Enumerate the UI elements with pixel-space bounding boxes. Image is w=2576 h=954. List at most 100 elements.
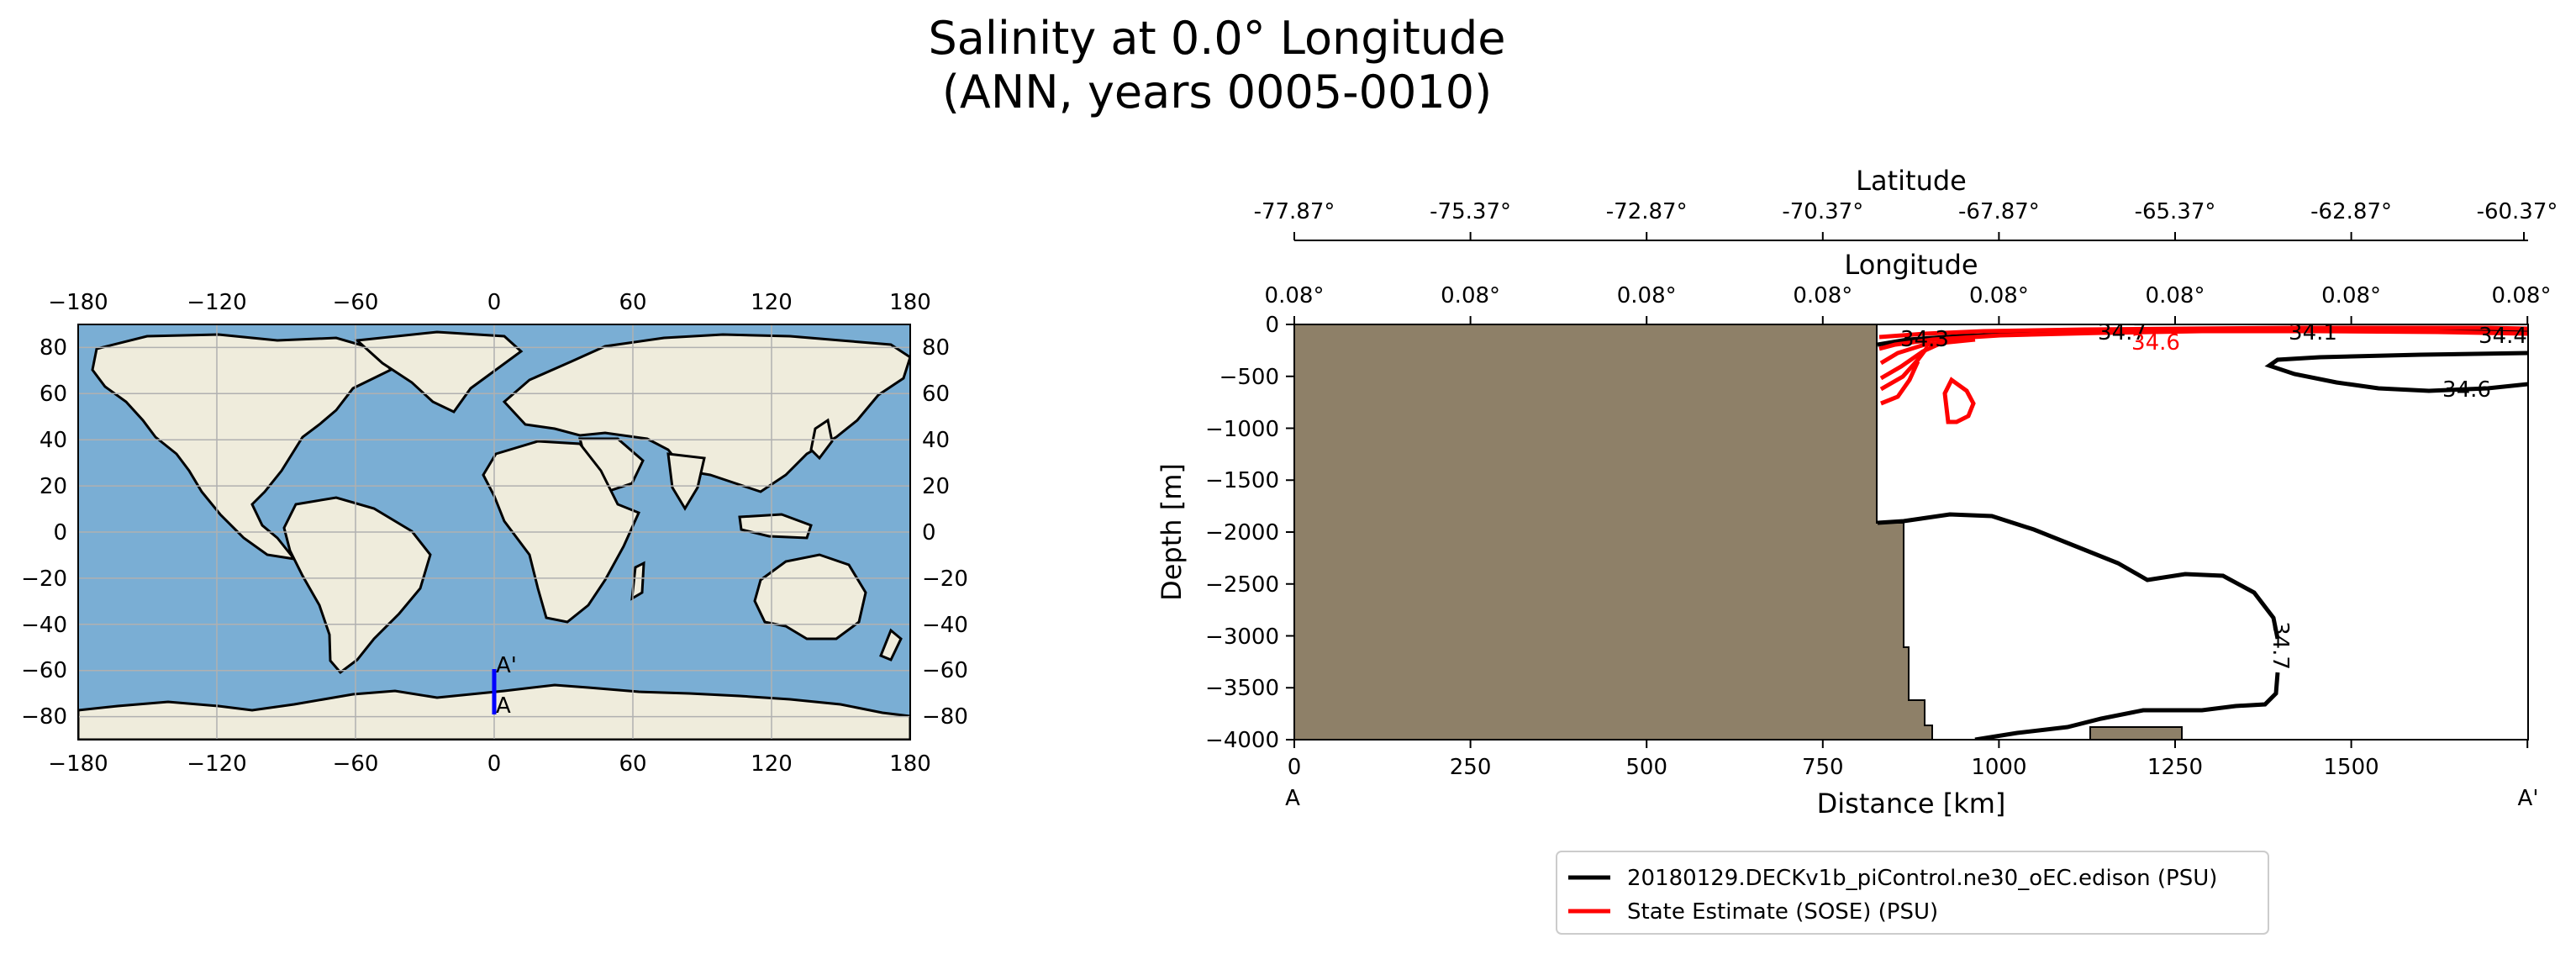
map-lon-tick: 180 [889, 751, 931, 777]
x-tick-label: 1500 [2324, 755, 2379, 780]
top-axis-latitude-label: Latitude [1856, 165, 1967, 197]
obs-contours [1878, 325, 2528, 424]
y-tick-label: −4000 [1205, 728, 1279, 753]
section-y-ticks [1286, 324, 1294, 741]
map-lat-tick: 80 [922, 335, 950, 361]
obs-contour-4 [1879, 340, 1943, 381]
x-tick-label: 0 [1288, 755, 1302, 780]
lat-tick-label: -75.37° [1430, 199, 1511, 224]
map-lat-tick: 60 [922, 382, 950, 407]
y-tick-label: −3500 [1205, 676, 1279, 701]
obs-contour-bubble [1942, 377, 1976, 424]
legend-box [1556, 851, 2269, 935]
contour-label-model-34.6: 34.6 [2442, 377, 2491, 403]
map-transect-end-label: A' [496, 653, 517, 678]
legend-label-obs: State Estimate (SOSE) (PSU) [1627, 899, 1938, 925]
y-tick-label: −3000 [1205, 625, 1279, 650]
lon-tick-label: 0.08° [1617, 283, 1677, 308]
map-lat-tick: 60 [40, 382, 67, 407]
map-lat-tick: −60 [21, 658, 67, 683]
model-contour-34.7-upper [1877, 512, 2280, 640]
map-lon-tick: 180 [889, 290, 931, 315]
map-lat-tick: 0 [53, 520, 67, 546]
model-contour-34.7-lower [1974, 672, 2280, 740]
land-australia [753, 553, 867, 640]
y-tick-label: −1500 [1205, 468, 1279, 493]
contour-label-obs-34.6: 34.6 [2131, 330, 2180, 356]
x-tick-label: 500 [1625, 755, 1667, 780]
land-eurasia [502, 333, 910, 493]
map-lat-tick: −20 [21, 567, 67, 592]
figure-title-line2: (ANN, years 0005-0010) [942, 66, 1492, 119]
y-axis-label: Depth [m] [1156, 463, 1188, 601]
map-lat-tick: −80 [21, 704, 67, 730]
y-tick-label: −1000 [1205, 417, 1279, 442]
obs-contour-2 [1878, 329, 2528, 351]
section-land-seamount [2089, 726, 2183, 740]
x-start-label: A [1285, 786, 1300, 811]
top-axis-longitude-label: Longitude [1844, 249, 1978, 281]
map-lon-tick: −180 [48, 290, 108, 315]
lat-tick-label: -70.37° [1782, 199, 1863, 224]
map-lon-tick: 120 [751, 290, 793, 315]
map-lat-tick: −80 [922, 704, 968, 730]
contour-label-model-34.3: 34.3 [1900, 327, 1949, 352]
y-tick-label: −2500 [1205, 572, 1279, 598]
map-lon-tick: −60 [333, 290, 379, 315]
x-axis-label: Distance [km] [1817, 788, 2006, 820]
lat-tick-label: -65.37° [2135, 199, 2216, 224]
model-contour-34.6 [2264, 351, 2528, 393]
map-lat-tick: 80 [40, 335, 67, 361]
legend-label-model: 20180129.DECKv1b_piControl.ne30_oEC.edis… [1627, 866, 2217, 891]
lat-tick-label: -72.87° [1606, 199, 1688, 224]
lon-tick-label: 0.08° [2321, 283, 2381, 308]
map-lat-tick: 20 [922, 474, 950, 499]
land-new-zealand [879, 628, 903, 661]
obs-contour-5 [1879, 345, 1930, 392]
top-axis-latitude-ticks [1293, 232, 2525, 240]
x-tick-label: 1000 [1971, 755, 2026, 780]
section-panel: 34.3 34.7 34.6 34.1 34.4 34.6 34.7 0 250… [1156, 165, 2558, 820]
map-lon-tick: 120 [751, 751, 793, 777]
map-lat-tick: −40 [21, 613, 67, 638]
contour-label-model-34.7-top: 34.7 [2098, 320, 2147, 345]
obs-contour-3 [1879, 337, 1976, 366]
obs-contour-1 [1878, 325, 2528, 340]
contour-label-model-34.1: 34.1 [2289, 320, 2337, 345]
map-lat-ticks-left: 80 60 40 20 0 −20 −40 −60 −80 [21, 335, 67, 730]
map-gridlines [78, 324, 910, 740]
map-lat-tick: 20 [40, 474, 67, 499]
map-transect-start-label: A [496, 693, 511, 719]
map-lat-tick: 0 [922, 520, 936, 546]
section-land-shelf [1294, 324, 1933, 740]
x-tick-label: 1250 [2147, 755, 2203, 780]
map-lon-tick: 0 [487, 751, 502, 777]
lat-tick-label: -62.87° [2310, 199, 2392, 224]
map-frame [77, 324, 911, 741]
land-india [666, 452, 706, 511]
y-tick-label: −2000 [1205, 520, 1279, 546]
section-x-ticks [1293, 740, 2529, 748]
lat-tick-label: -67.87° [1958, 199, 2040, 224]
map-lon-tick: −120 [187, 290, 246, 315]
map-lat-ticks-right: 80 60 40 20 0 −20 −40 −60 −80 [922, 335, 968, 730]
map-lat-tick: −60 [922, 658, 968, 683]
map-lon-ticks-bottom: −180 −120 −60 0 60 120 180 [48, 751, 931, 777]
lon-tick-label: 0.08° [1969, 283, 2029, 308]
map-lat-tick: 40 [922, 428, 950, 453]
y-tick-label: 0 [1265, 313, 1279, 338]
contour-label-model-34.7: 34.7 [2268, 621, 2293, 670]
lon-tick-label: 0.08° [1441, 283, 1500, 308]
lon-tick-label: 0.08° [2146, 283, 2205, 308]
obs-contour-6 [1880, 360, 1920, 406]
lat-tick-label: -77.87° [1254, 199, 1335, 224]
land-greenland [354, 330, 524, 414]
land-south-america [282, 496, 432, 675]
x-tick-label: 250 [1450, 755, 1492, 780]
map-lon-ticks-top: −180 −120 −60 0 60 120 180 [48, 290, 931, 315]
lon-tick-label: 0.08° [1265, 283, 1325, 308]
map-lon-tick: −120 [187, 751, 246, 777]
lon-tick-label: 0.08° [2492, 283, 2552, 308]
legend: 20180129.DECKv1b_piControl.ne30_oEC.edis… [1556, 851, 2269, 935]
